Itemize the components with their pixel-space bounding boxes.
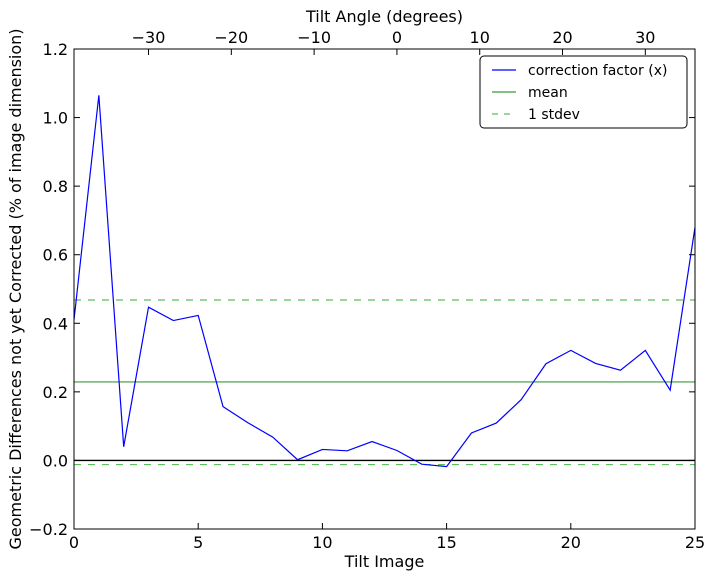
top-tick-label: −10 bbox=[297, 28, 331, 47]
legend: correction factor (x) mean 1 stdev bbox=[479, 55, 688, 129]
x-tick-label: 20 bbox=[561, 533, 581, 552]
y-tick-label: 1.2 bbox=[43, 40, 68, 59]
plot-frame bbox=[73, 48, 696, 530]
legend-label-correction-factor: correction factor (x) bbox=[528, 63, 667, 79]
x-tick-label: 5 bbox=[193, 533, 203, 552]
y-tick-label: 1.0 bbox=[43, 109, 68, 128]
axes: 0 5 10 15 20 25 −30 −20 −10 0 10 20 30 −0.2 0.0 0.2 0.4 0… bbox=[29, 28, 705, 552]
legend-box bbox=[479, 55, 688, 129]
x-tick-label: 15 bbox=[436, 533, 456, 552]
y-tick-label: 0.6 bbox=[43, 246, 68, 265]
y-tick-label: 0.0 bbox=[43, 451, 68, 470]
legend-label-mean: mean bbox=[528, 85, 568, 101]
top-tick-label: 0 bbox=[392, 28, 402, 47]
top-tick-label: 20 bbox=[552, 28, 572, 47]
y-tick-label: 0.4 bbox=[43, 314, 68, 333]
y-tick-label: 0.8 bbox=[43, 177, 68, 196]
y-axis-label: Geometric Differences not yet Corrected … bbox=[6, 28, 25, 549]
x-axis-label: Tilt Image bbox=[344, 552, 425, 571]
x-tick-label: 10 bbox=[312, 533, 332, 552]
y-tick-label: 0.2 bbox=[43, 383, 68, 402]
top-tick-label: −20 bbox=[214, 28, 248, 47]
x-tick-label: 25 bbox=[685, 533, 705, 552]
top-tick-label: 10 bbox=[470, 28, 490, 47]
top-axis-label: Tilt Angle (degrees) bbox=[305, 7, 463, 26]
y-tick-label: −0.2 bbox=[29, 520, 68, 539]
plot-area bbox=[74, 95, 695, 468]
x-tick-label: 0 bbox=[69, 533, 79, 552]
top-tick-label: −30 bbox=[132, 28, 166, 47]
plot-series-group bbox=[74, 95, 695, 468]
legend-label-stdev: 1 stdev bbox=[528, 107, 580, 123]
correction-factor-line bbox=[74, 95, 695, 468]
top-tick-label: 30 bbox=[635, 28, 655, 47]
